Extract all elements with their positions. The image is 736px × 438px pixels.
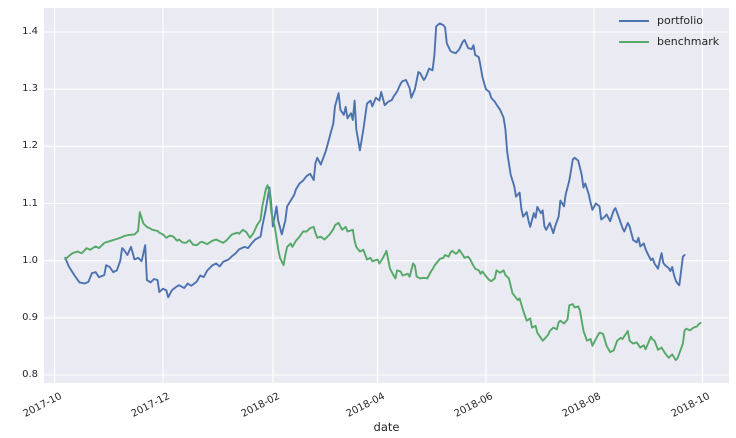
y-tick-label: 0.9 (22, 311, 38, 323)
y-tick-label: 1.1 (22, 197, 38, 209)
x-axis-title: date (373, 420, 400, 434)
y-tick-label: 1.3 (22, 83, 38, 95)
legend: portfolio benchmark (619, 14, 719, 49)
axes-background (44, 8, 729, 383)
series-line-portfolio (64, 22, 686, 299)
benchmark-line-swatch (619, 41, 649, 43)
portfolio-line-swatch (619, 20, 649, 22)
y-tick-label: 1.0 (22, 254, 38, 266)
legend-item-benchmark: benchmark (619, 35, 719, 49)
series-line-benchmark (64, 184, 702, 362)
y-tick-label: 1.2 (22, 140, 38, 152)
legend-label-benchmark: benchmark (657, 35, 720, 48)
y-tick-label: 1.4 (22, 26, 38, 37)
legend-label-portfolio: portfolio (657, 14, 703, 27)
legend-item-portfolio: portfolio (619, 14, 719, 28)
y-tick-label: 0.8 (22, 369, 38, 380)
